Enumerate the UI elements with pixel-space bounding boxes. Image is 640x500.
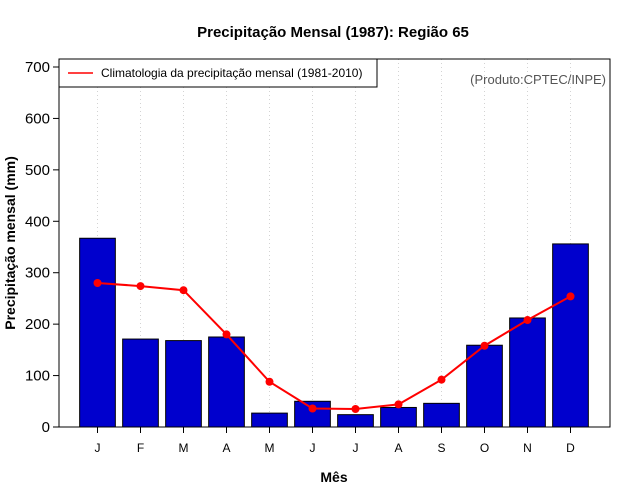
climatology-point [136, 282, 145, 291]
y-tick-label: 100 [25, 368, 50, 385]
y-tick-label: 400 [25, 213, 50, 230]
x-tick-label: M [179, 441, 189, 455]
climatology-point [480, 341, 489, 350]
chart-title: Precipitação Mensal (1987): Região 65 [197, 24, 469, 41]
climatology-point [566, 292, 575, 301]
y-axis: 0 100 200 300 400 500 600 700 [25, 59, 59, 436]
climatology-point [222, 330, 231, 339]
x-tick-label: D [566, 441, 575, 455]
climatology-point [437, 375, 446, 384]
y-tick-label: 500 [25, 162, 50, 179]
x-tick-label: J [95, 441, 101, 455]
y-tick-label: 700 [25, 59, 50, 76]
x-tick-label: S [437, 441, 445, 455]
legend-label: Climatologia da precipitação mensal (198… [101, 66, 362, 80]
x-tick-label: A [222, 441, 230, 455]
x-tick-label: J [353, 441, 359, 455]
legend: Climatologia da precipitação mensal (198… [58, 58, 378, 88]
climatology-line [97, 282, 571, 411]
climatology-point [265, 377, 274, 386]
bar [509, 317, 546, 428]
climatology-point [394, 400, 403, 409]
x-tick-label: O [480, 441, 489, 455]
x-tick-label: M [265, 441, 275, 455]
y-tick-label: 600 [25, 110, 50, 127]
climatology-point [93, 279, 102, 287]
bar [79, 237, 116, 428]
gridlines [97, 59, 571, 427]
y-tick-label: 200 [25, 316, 50, 333]
source-annotation: (Produto:CPTEC/INPE) [470, 72, 606, 87]
x-axis-title: Mês [320, 469, 347, 485]
bar [165, 340, 202, 428]
x-tick-label: J [310, 441, 316, 455]
bar [423, 402, 460, 428]
legend-box [58, 58, 378, 88]
bar [552, 243, 589, 428]
climatology-point [351, 405, 360, 413]
bar [251, 412, 288, 428]
climatology-point [523, 316, 532, 325]
y-tick-label: 0 [42, 419, 50, 436]
y-tick-label: 300 [25, 265, 50, 282]
climatology-point [179, 286, 188, 295]
x-tick-label: A [394, 441, 402, 455]
bar [466, 344, 503, 428]
bar [208, 336, 245, 428]
bar [380, 406, 417, 428]
x-tick-label: N [523, 441, 532, 455]
bar [122, 338, 159, 428]
bar [337, 414, 374, 428]
y-axis-title: Precipitação mensal (mm) [2, 156, 18, 330]
climatology-point [308, 404, 317, 413]
x-tick-label: F [137, 441, 144, 455]
bar-series [79, 237, 589, 428]
climatology-series [93, 279, 575, 413]
